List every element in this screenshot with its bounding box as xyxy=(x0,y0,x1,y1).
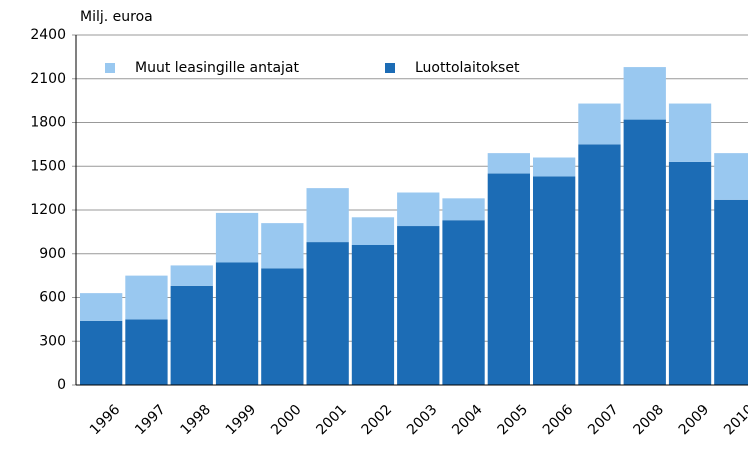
x-tick-label: 2007 xyxy=(585,402,622,439)
y-tick-label: 2100 xyxy=(30,71,66,87)
y-tick-label: 2400 xyxy=(30,27,66,43)
x-tick-label: 2003 xyxy=(404,402,441,439)
bar-segment xyxy=(351,217,395,245)
x-tick-label: 2008 xyxy=(630,402,667,439)
x-tick-label: 2010 xyxy=(721,402,748,439)
bar-segment xyxy=(623,119,666,385)
bar-segment xyxy=(215,262,259,385)
bar-segment xyxy=(533,157,576,177)
bar-segment xyxy=(668,103,712,162)
bar-segment xyxy=(80,293,123,321)
x-tick-label: 2009 xyxy=(676,402,713,439)
x-tick-label: 1999 xyxy=(223,402,260,439)
axis-label: Milj. euroa xyxy=(80,9,153,25)
y-tick-label: 0 xyxy=(57,377,66,393)
bar-segment xyxy=(261,268,304,385)
x-tick-label: 1998 xyxy=(177,402,214,439)
x-tick-label: 2005 xyxy=(495,402,532,439)
bar-segment xyxy=(578,144,621,385)
y-tick-label: 1500 xyxy=(30,158,66,174)
bar-segment xyxy=(397,192,440,227)
y-tick-label: 300 xyxy=(39,333,66,349)
legend-swatch xyxy=(105,63,115,73)
x-tick-label: 2004 xyxy=(449,402,486,439)
bar-segment xyxy=(578,103,621,145)
x-tick-label: 2002 xyxy=(359,402,396,439)
bar-segment xyxy=(533,176,576,385)
bar-segment xyxy=(125,275,168,320)
x-tick-label: 2006 xyxy=(540,402,577,439)
bar-segment xyxy=(668,161,712,385)
bar-segment xyxy=(306,242,349,385)
bar-segment xyxy=(487,153,530,174)
bar-segment xyxy=(714,153,748,200)
bar-segment xyxy=(442,220,485,385)
x-tick-label: 1996 xyxy=(87,402,124,439)
y-tick-label: 1200 xyxy=(30,202,66,218)
legend-label: Muut leasingille antajat xyxy=(135,60,300,76)
x-tick-label: 2000 xyxy=(268,402,305,439)
x-tick-label: 2001 xyxy=(313,402,350,439)
x-tick-label: 1997 xyxy=(132,402,169,439)
bar-segment xyxy=(80,320,123,385)
y-tick-label: 900 xyxy=(39,246,66,262)
legend-label: Luottolaitokset xyxy=(415,60,520,76)
bar-segment xyxy=(125,319,168,385)
bar-segment xyxy=(397,226,440,385)
bar-segment xyxy=(351,245,395,385)
y-tick-label: 1800 xyxy=(30,115,66,131)
bar-segment xyxy=(623,67,666,120)
bar-segment xyxy=(170,265,213,286)
bar-segment xyxy=(215,212,259,263)
bar-segment xyxy=(170,285,213,385)
bar-segment xyxy=(306,188,349,243)
bar-segment xyxy=(442,198,485,221)
y-tick-label: 600 xyxy=(39,290,66,306)
bar-segment xyxy=(487,173,530,385)
bar-segment xyxy=(261,223,304,269)
legend-swatch xyxy=(385,63,395,73)
bar-segment xyxy=(714,199,748,385)
